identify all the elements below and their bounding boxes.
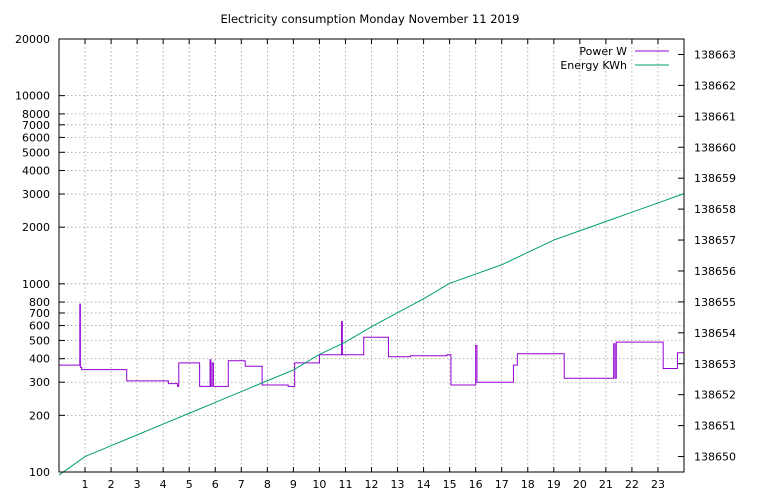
x-tick-label: 6 [212, 478, 219, 491]
x-tick-label: 13 [391, 478, 405, 491]
axes-layer: 1 2 3 4 5 6 7 8 9 10 11 12 13 14 15 16 17 18 19 20 21 22 23100… [15, 33, 736, 491]
x-tick-label: 4 [160, 478, 167, 491]
x-tick-label: 15 [443, 478, 457, 491]
y-tick-label: 600 [29, 320, 50, 333]
x-tick-label: 9 [290, 478, 297, 491]
x-tick-label: 21 [599, 478, 613, 491]
chart-title: Electricity consumption Monday November … [221, 12, 520, 26]
x-tick-label: 16 [469, 478, 483, 491]
grid-layer [59, 39, 684, 472]
y-tick-label: 7000 [22, 119, 50, 132]
y2-tick-label: 138658 [694, 203, 736, 216]
y2-tick-label: 138654 [694, 327, 736, 340]
y-tick-label: 8000 [22, 108, 50, 121]
y2-tick-label: 138662 [694, 79, 736, 92]
y2-tick-label: 138652 [694, 389, 736, 402]
y-tick-label: 400 [29, 353, 50, 366]
y2-tick-label: 138653 [694, 358, 736, 371]
y-tick-label: 1000 [22, 278, 50, 291]
y-tick-label: 3000 [22, 188, 50, 201]
x-tick-label: 1 [82, 478, 89, 491]
power-w-series-line [59, 303, 684, 387]
legend-label: Power W [579, 45, 627, 58]
y2-tick-label: 138659 [694, 172, 736, 185]
x-tick-label: 17 [495, 478, 509, 491]
x-tick-label: 12 [365, 478, 379, 491]
y2-tick-label: 138661 [694, 110, 736, 123]
energy-kwh-series-line [58, 193, 685, 476]
y-tick-label: 200 [29, 409, 50, 422]
x-tick-label: 5 [186, 478, 193, 491]
y2-tick-label: 138663 [694, 48, 736, 61]
y-tick-label: 300 [29, 376, 50, 389]
y-tick-label: 10000 [15, 90, 50, 103]
legend-label: Energy KWh [560, 59, 627, 72]
y-tick-label: 6000 [22, 131, 50, 144]
y2-tick-label: 138656 [694, 265, 736, 278]
x-tick-label: 18 [521, 478, 535, 491]
series-layer [58, 193, 685, 476]
x-tick-label: 19 [547, 478, 561, 491]
x-tick-label: 23 [651, 478, 665, 491]
x-tick-label: 3 [134, 478, 141, 491]
plot-frame [58, 38, 685, 473]
x-tick-label: 22 [625, 478, 639, 491]
y-tick-label: 2000 [22, 221, 50, 234]
y2-tick-label: 138651 [694, 420, 736, 433]
x-tick-label: 20 [573, 478, 587, 491]
x-tick-label: 2 [108, 478, 115, 491]
y-tick-label: 20000 [15, 33, 50, 46]
y2-tick-label: 138660 [694, 141, 736, 154]
x-tick-label: 7 [238, 478, 245, 491]
y2-tick-label: 138655 [694, 296, 736, 309]
x-tick-label: 10 [312, 478, 326, 491]
y-tick-label: 4000 [22, 165, 50, 178]
y2-tick-label: 138657 [694, 234, 736, 247]
y-tick-label: 800 [29, 296, 50, 309]
y2-tick-label: 138650 [694, 451, 736, 464]
y-tick-label: 5000 [22, 146, 50, 159]
y-tick-label: 100 [29, 466, 50, 479]
y-tick-label: 500 [29, 334, 50, 347]
y-tick-label: 700 [29, 307, 50, 320]
x-tick-label: 14 [417, 478, 431, 491]
x-tick-label: 8 [264, 478, 271, 491]
x-tick-label: 11 [338, 478, 352, 491]
